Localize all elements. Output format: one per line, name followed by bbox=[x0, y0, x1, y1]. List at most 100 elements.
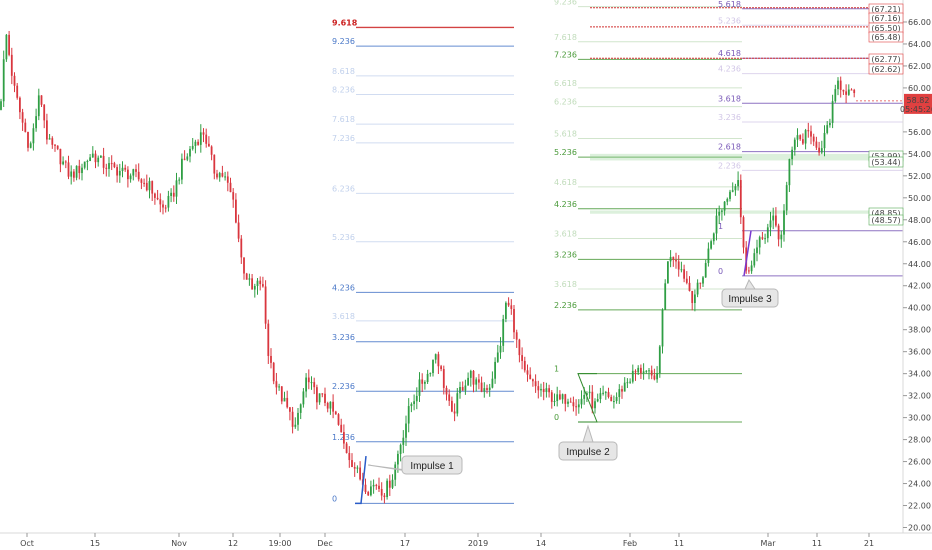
candle-body bbox=[661, 309, 664, 347]
candle-body bbox=[496, 352, 499, 362]
candle-body bbox=[5, 34, 8, 60]
candle-body bbox=[567, 401, 569, 404]
fib2-level-label: 6.236 bbox=[554, 98, 577, 107]
candle-body bbox=[591, 391, 594, 409]
candle-body bbox=[178, 179, 181, 181]
candle-body bbox=[529, 374, 532, 380]
fib3-level-label: 5.618 bbox=[718, 0, 741, 9]
last-price-timer: 05:45:26 bbox=[900, 105, 932, 114]
candle-body bbox=[424, 381, 426, 384]
price-tick-label: 26.00 bbox=[908, 458, 931, 467]
candle-body bbox=[440, 366, 442, 370]
price-tick-label: 42.00 bbox=[908, 282, 931, 291]
candle-body bbox=[83, 161, 86, 168]
fib1-level-label: 9.618 bbox=[332, 18, 358, 27]
candle-body bbox=[413, 401, 415, 405]
candle-body bbox=[27, 131, 29, 148]
candle-body bbox=[81, 167, 83, 174]
candle-body bbox=[653, 375, 656, 380]
candle-body bbox=[186, 156, 189, 160]
candle-body bbox=[54, 144, 56, 146]
fib1-level-label: 4.236 bbox=[332, 283, 355, 292]
candle-body bbox=[340, 424, 343, 433]
candle-body bbox=[534, 381, 537, 387]
candle-body bbox=[156, 197, 159, 200]
candle-body bbox=[594, 401, 596, 409]
candle-body bbox=[51, 138, 54, 145]
candle-body bbox=[162, 204, 164, 208]
candle-body bbox=[548, 388, 550, 393]
candle-body bbox=[645, 370, 648, 372]
candle-body bbox=[602, 392, 604, 394]
candle-body bbox=[453, 411, 456, 414]
price-tick-label: 62.00 bbox=[908, 62, 931, 71]
candle-body bbox=[405, 423, 407, 438]
fib2-level-label: 3.618 bbox=[554, 229, 577, 238]
candle-body bbox=[0, 101, 2, 110]
price-tick-label: 50.00 bbox=[908, 194, 931, 203]
candle-body bbox=[610, 396, 613, 402]
candle-body bbox=[337, 414, 340, 425]
candle-body bbox=[785, 185, 788, 211]
candle-body bbox=[826, 125, 829, 133]
candle-body bbox=[748, 270, 750, 272]
price-tag-label: (65.50) bbox=[871, 24, 900, 33]
candle-body bbox=[764, 238, 766, 240]
candle-body bbox=[197, 141, 199, 145]
fib2-level-label: 7.236 bbox=[554, 50, 577, 59]
candle-body bbox=[305, 377, 307, 392]
candle-body bbox=[415, 395, 418, 402]
candle-body bbox=[240, 238, 243, 258]
fibonacci-layer: 9.618 9.236 8.618 8.236 7.618 7.236 6.236 5.236… bbox=[332, 0, 903, 504]
price-tick-label: 54.00 bbox=[908, 150, 931, 159]
candle-body bbox=[89, 157, 91, 162]
candle-body bbox=[97, 157, 100, 163]
price-tick-label: 24.00 bbox=[908, 480, 931, 489]
candle-body bbox=[59, 148, 62, 165]
candle-body bbox=[648, 370, 650, 372]
candle-body bbox=[518, 339, 521, 356]
candle-body bbox=[488, 387, 491, 390]
candle-body bbox=[256, 280, 259, 287]
candle-body bbox=[243, 257, 245, 274]
candle-body bbox=[839, 80, 842, 90]
candle-body bbox=[35, 116, 37, 129]
candle-body bbox=[202, 132, 205, 135]
candle-body bbox=[229, 182, 232, 193]
candle-body bbox=[640, 367, 642, 374]
candle-body bbox=[683, 269, 685, 279]
candle-body bbox=[710, 241, 712, 249]
candle-body bbox=[561, 394, 564, 400]
candle-body bbox=[588, 391, 591, 394]
candle-body bbox=[502, 318, 505, 346]
candle-body bbox=[380, 488, 383, 496]
candle-body bbox=[129, 175, 132, 180]
candle-body bbox=[78, 165, 81, 174]
candle-body bbox=[43, 104, 46, 121]
candle-body bbox=[459, 387, 461, 394]
candle-body bbox=[418, 379, 421, 396]
candle-body bbox=[73, 171, 75, 178]
price-tick-label: 46.00 bbox=[908, 238, 931, 247]
time-axis[interactable]: Oct 15 Nov 12 19:00 Dec 17 2019 14 Feb 11 Mar 11 21 bbox=[0, 532, 932, 548]
fib1-level-label: 5.236 bbox=[332, 233, 355, 242]
candle-body bbox=[194, 141, 197, 146]
candle-body bbox=[685, 278, 688, 283]
candle-body bbox=[737, 180, 739, 187]
price-tag-label: (48.85) bbox=[871, 209, 900, 218]
candle-body bbox=[40, 95, 43, 105]
time-tick-label: 14 bbox=[536, 539, 546, 548]
candle-body bbox=[137, 171, 140, 180]
candle-body bbox=[19, 97, 21, 113]
price-tick-label: 28.00 bbox=[908, 436, 931, 445]
candle-body bbox=[394, 464, 397, 480]
candle-body bbox=[842, 89, 845, 92]
candle-body bbox=[510, 305, 513, 309]
fib2-level-label: 0 bbox=[554, 413, 559, 422]
candle-body bbox=[618, 389, 621, 398]
candle-body bbox=[637, 367, 640, 373]
time-tick-label: 19:00 bbox=[268, 539, 291, 548]
candle-body bbox=[334, 411, 337, 415]
